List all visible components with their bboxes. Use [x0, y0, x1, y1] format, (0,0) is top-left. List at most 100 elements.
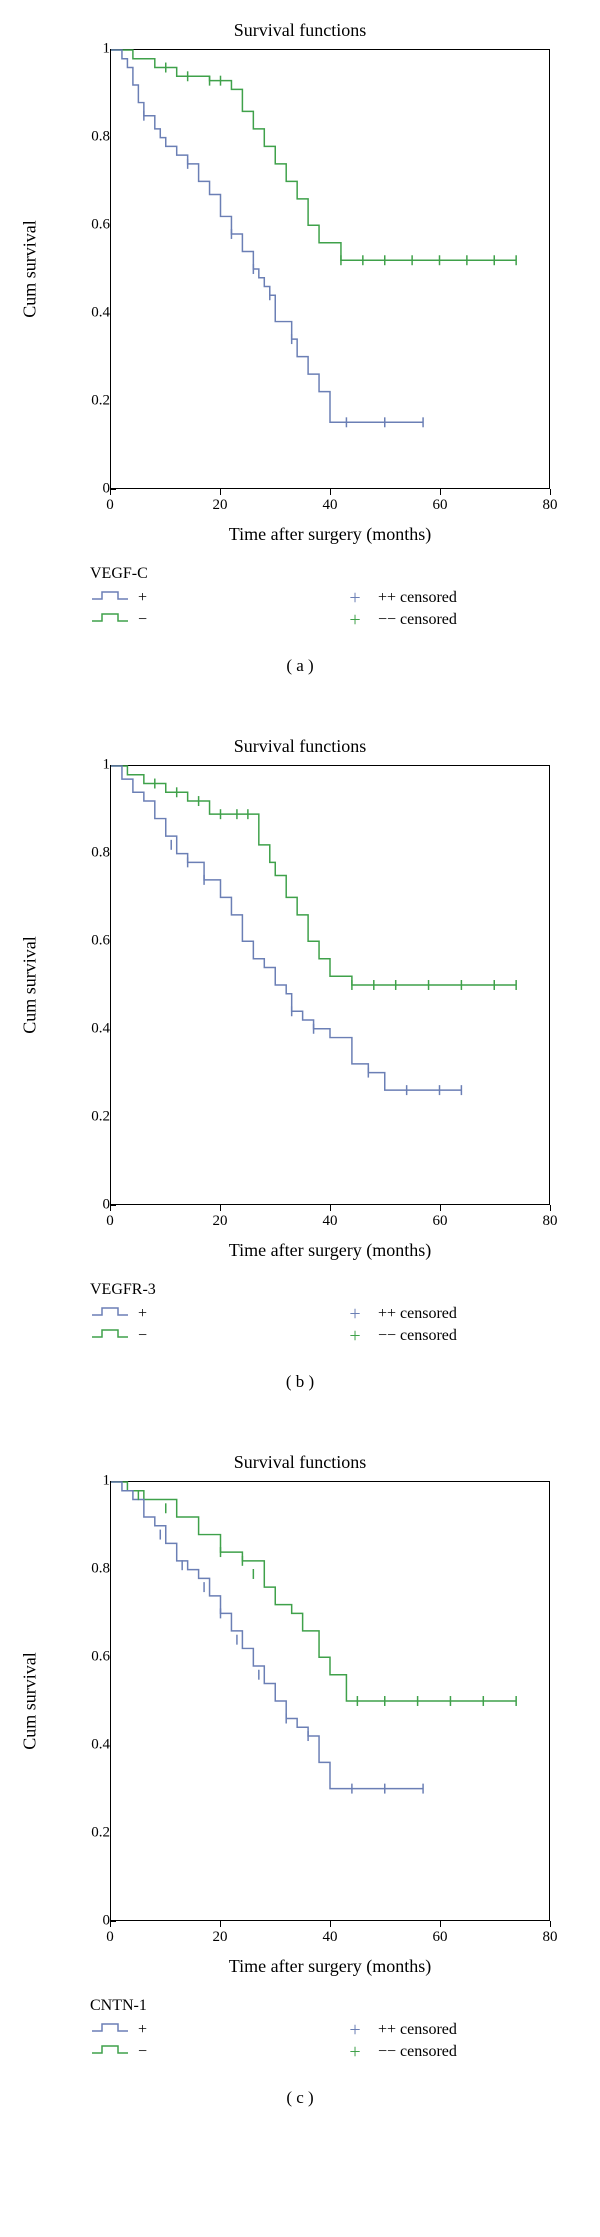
x-axis: 020406080: [110, 1921, 550, 1951]
x-tick-label: 40: [323, 1213, 338, 1230]
legend-neg-censored: −− censored: [378, 1327, 457, 1345]
x-tick-mark: [110, 1205, 111, 1211]
plus-icon: +: [340, 1325, 370, 1348]
x-tick-label: 80: [543, 497, 558, 514]
x-tick-mark: [220, 1205, 221, 1211]
x-tick-mark: [440, 1921, 441, 1927]
line-positive: [111, 1482, 423, 1789]
y-tick-label: 0.4: [70, 1021, 110, 1038]
x-tick-label: 80: [543, 1929, 558, 1946]
panel-c: Survival functionsCum survival00.20.40.6…: [20, 1452, 580, 2108]
panel-label: ( b ): [20, 1372, 580, 1392]
panel-label: ( c ): [20, 2088, 580, 2108]
legend: VEGF-C+−+++ censored+−− censored: [90, 565, 580, 631]
legend-row-pos-censored: +++ censored: [340, 587, 457, 609]
panel-label: ( a ): [20, 656, 580, 676]
plus-icon: +: [340, 1303, 370, 1326]
km-svg: [111, 50, 549, 488]
legend-row-neg-censored: +−− censored: [340, 2041, 457, 2063]
legend-neg-censored: −− censored: [378, 611, 457, 629]
plus-icon: +: [340, 2041, 370, 2064]
step-line-icon: [90, 1305, 130, 1324]
legend-row-neg: −: [90, 1325, 340, 1347]
legend-pos-label: +: [138, 1305, 147, 1323]
panel-a: Survival functionsCum survival00.20.40.6…: [20, 20, 580, 676]
legend-row-pos-censored: + ++ censored: [340, 1303, 457, 1325]
x-axis-label: Time after surgery (months): [110, 524, 550, 545]
legend-group-name: CNTN-1: [90, 1997, 340, 2015]
legend-row-pos: +: [90, 2019, 340, 2041]
legend: VEGFR-3+−+++ censored+−− censored: [90, 1281, 580, 1347]
legend-neg-label: −: [138, 1327, 147, 1345]
y-tick-label: 0.8: [70, 1561, 110, 1578]
x-tick-label: 80: [543, 1213, 558, 1230]
chart-title: Survival functions: [20, 736, 580, 757]
y-tick-label: 0: [70, 1197, 110, 1214]
x-tick-label: 0: [106, 1213, 114, 1230]
legend-row-pos-censored: +++ censored: [340, 2019, 457, 2041]
x-tick-mark: [440, 489, 441, 495]
y-tick-label: 0.2: [70, 1825, 110, 1842]
km-svg: [111, 1482, 549, 1920]
step-line-icon: [90, 611, 130, 630]
legend-neg-label: −: [138, 2043, 147, 2061]
line-negative: [111, 1482, 516, 1701]
legend-row-neg-censored: + −− censored: [340, 609, 457, 631]
y-axis: 00.20.40.60.81: [70, 765, 110, 1205]
y-tick-label: 1: [70, 41, 110, 58]
x-tick-mark: [220, 1921, 221, 1927]
x-tick-mark: [330, 1205, 331, 1211]
x-tick-mark: [550, 1205, 551, 1211]
line-positive: [111, 766, 461, 1090]
legend-pos-label: +: [138, 589, 147, 607]
y-axis-label: Cum survival: [20, 220, 41, 318]
y-tick-label: 0.6: [70, 217, 110, 234]
x-tick-mark: [330, 489, 331, 495]
y-tick-label: 0.8: [70, 129, 110, 146]
x-tick-mark: [220, 489, 221, 495]
legend-pos-label: +: [138, 2021, 147, 2039]
step-line-icon: [90, 2043, 130, 2062]
legend-row-pos: +: [90, 587, 340, 609]
plot-area: [110, 1481, 550, 1921]
y-axis-label: Cum survival: [20, 936, 41, 1034]
plus-icon: +: [340, 609, 370, 632]
legend-row-neg: −: [90, 609, 340, 631]
x-tick-mark: [550, 489, 551, 495]
legend-row-pos: +: [90, 1303, 340, 1325]
km-svg: [111, 766, 549, 1204]
y-tick-label: 0.4: [70, 305, 110, 322]
y-tick-label: 0.2: [70, 1109, 110, 1126]
x-tick-label: 20: [213, 1213, 228, 1230]
x-axis: 020406080: [110, 1205, 550, 1235]
x-tick-label: 40: [323, 1929, 338, 1946]
legend-pos-censored: ++ censored: [378, 589, 457, 607]
legend-pos-censored: ++ censored: [378, 1305, 457, 1323]
y-axis: 00.20.40.60.81: [70, 49, 110, 489]
legend-row-neg: −: [90, 2041, 340, 2063]
y-tick-label: 0: [70, 1913, 110, 1930]
y-tick-label: 1: [70, 757, 110, 774]
y-tick-label: 0: [70, 481, 110, 498]
x-tick-mark: [110, 1921, 111, 1927]
x-tick-label: 0: [106, 497, 114, 514]
legend-row-neg-censored: + −− censored: [340, 1325, 457, 1347]
y-tick-label: 0.4: [70, 1737, 110, 1754]
line-negative: [111, 766, 516, 985]
x-tick-label: 20: [213, 497, 228, 514]
x-axis-label: Time after surgery (months): [110, 1956, 550, 1977]
x-tick-mark: [550, 1921, 551, 1927]
x-tick-mark: [330, 1921, 331, 1927]
plot-wrap: Cum survival00.20.40.60.81020406080Time …: [40, 765, 560, 1261]
x-axis-label: Time after surgery (months): [110, 1240, 550, 1261]
y-tick-label: 0.6: [70, 933, 110, 950]
panel-b: Survival functions Cum survival 0 0.2 0.4 0.6…: [20, 736, 580, 1392]
line-negative: [111, 50, 516, 260]
plot-area: [110, 765, 550, 1205]
legend: CNTN-1 + − +++ censored+−− censored: [90, 1997, 580, 2063]
y-axis-label: Cum survival: [20, 1652, 41, 1750]
step-line-icon: [90, 589, 130, 608]
plot-wrap: Cum survival00.20.40.60.81020406080Time …: [40, 49, 560, 545]
plot-wrap: Cum survival00.20.40.60.81020406080Time …: [40, 1481, 560, 1977]
x-tick-mark: [110, 489, 111, 495]
